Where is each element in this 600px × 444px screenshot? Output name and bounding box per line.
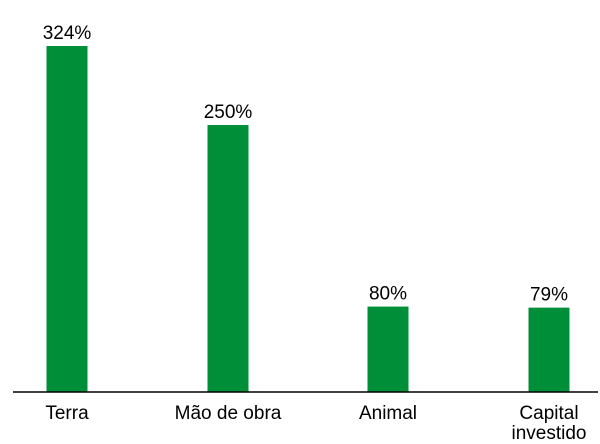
category-label-line: Capital <box>519 403 578 424</box>
category-label-3: Capital investido <box>512 403 587 444</box>
bar-2 <box>367 306 409 392</box>
category-label-line: Animal <box>359 403 417 424</box>
category-label-line: Terra <box>45 403 89 424</box>
category-label-line: Mão de obra <box>175 403 282 424</box>
bar-3 <box>528 307 570 392</box>
bar-1 <box>207 125 249 392</box>
bar-value-label-3: 79% <box>530 285 568 306</box>
category-labels-group: Terra Mão de obra Animal Capital investido <box>45 403 586 444</box>
category-label-2: Animal <box>359 403 417 424</box>
bars-group <box>46 46 570 392</box>
category-label-line: investido <box>512 423 587 444</box>
category-label-1: Mão de obra <box>175 403 282 424</box>
value-labels-group: 324% 250% 80% 79% <box>43 23 568 306</box>
bar-value-label-2: 80% <box>369 284 407 305</box>
bar-value-label-0: 324% <box>43 23 92 44</box>
bar-value-label-1: 250% <box>204 102 253 123</box>
bar-0 <box>46 46 88 392</box>
category-label-0: Terra <box>45 403 89 424</box>
